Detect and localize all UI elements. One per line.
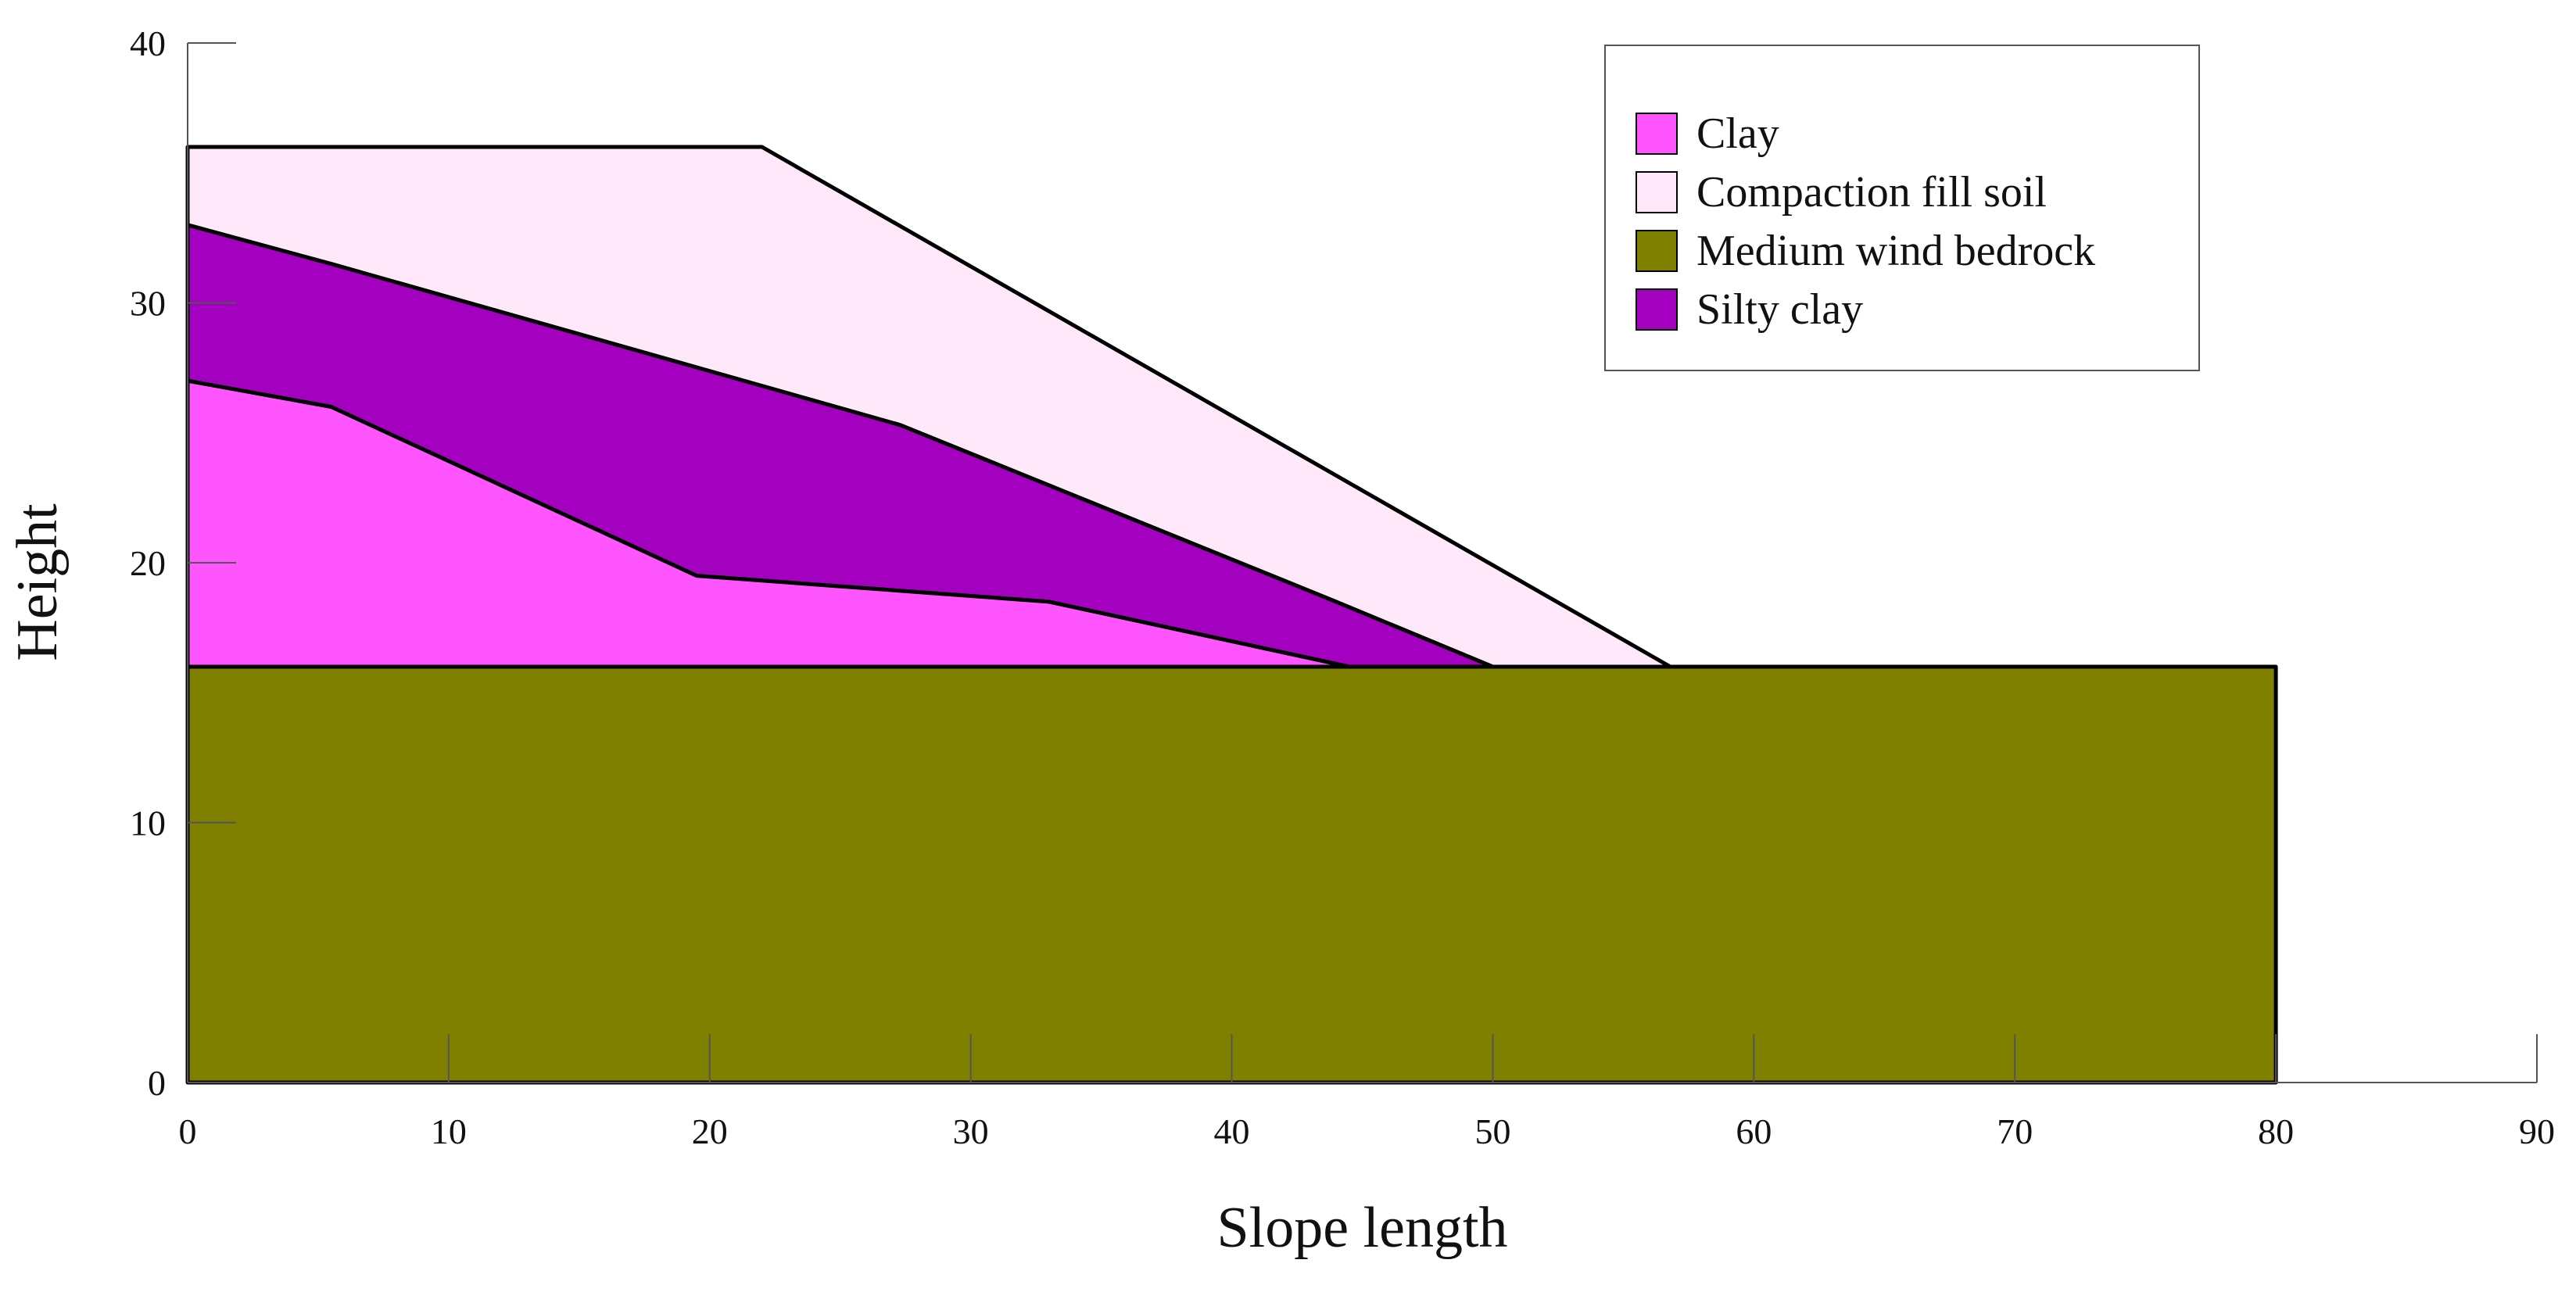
legend-swatch — [1636, 230, 1678, 272]
legend-label: Compaction fill soil — [1696, 168, 2047, 217]
y-tick-label: 20 — [130, 543, 166, 583]
legend-swatch — [1636, 171, 1678, 213]
x-axis-title: Slope length — [1216, 1196, 1507, 1260]
y-tick-label: 40 — [130, 23, 166, 63]
axes: 0 10 20 30 40 50 60 70 80 90 0 10 20 30 40 — [130, 23, 2555, 1151]
x-tick-label: 90 — [2519, 1111, 2555, 1151]
legend-label: Clay — [1696, 109, 1779, 158]
x-tick-label: 30 — [953, 1111, 989, 1151]
layer-medium-wind-bedrock — [185, 664, 2278, 1085]
y-axis-title: Height — [5, 503, 70, 661]
soil-layers — [185, 145, 2278, 1085]
legend-swatch — [1636, 288, 1678, 331]
y-tick-label: 10 — [130, 803, 166, 843]
x-tick-label: 0 — [179, 1111, 197, 1151]
x-tick-label: 10 — [431, 1111, 467, 1151]
legend-box — [1604, 45, 2200, 371]
y-tick-label: 0 — [148, 1063, 166, 1103]
legend: Clay Compaction fill soil Medium wind bedr… — [1604, 45, 2200, 371]
legend-label: Medium wind bedrock — [1696, 227, 2095, 275]
x-tick-label: 20 — [692, 1111, 728, 1151]
legend-label: Silty clay — [1696, 285, 1863, 334]
y-tick-label: 30 — [130, 284, 166, 324]
legend-swatch — [1636, 113, 1678, 155]
x-tick-label: 50 — [1474, 1111, 1510, 1151]
x-tick-label: 60 — [1736, 1111, 1772, 1151]
x-tick-label: 70 — [1997, 1111, 2033, 1151]
x-tick-label: 40 — [1214, 1111, 1250, 1151]
x-tick-label: 80 — [2258, 1111, 2294, 1151]
